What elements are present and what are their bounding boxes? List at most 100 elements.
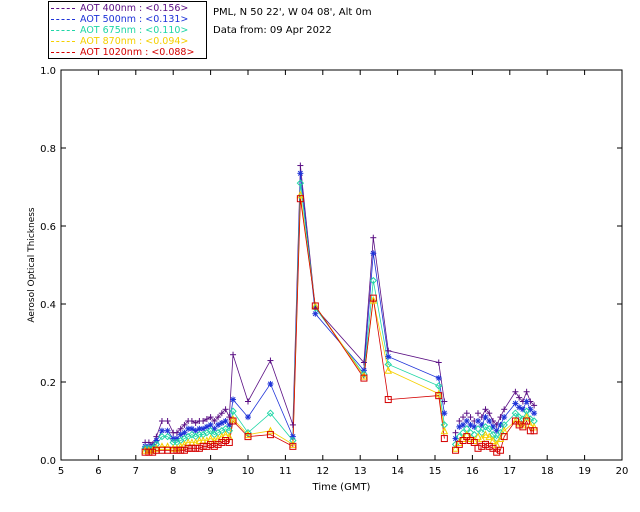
data-point: [244, 433, 252, 441]
square: [470, 438, 478, 446]
star-d2: [267, 381, 273, 387]
star-d2: [436, 375, 442, 381]
star-d2: [297, 170, 303, 176]
square: [360, 374, 368, 382]
triangle: [289, 440, 297, 448]
data-point: [203, 442, 211, 450]
y-tick-label: 1.0: [40, 66, 56, 77]
legend-swatch-870nm: [51, 41, 75, 42]
data-point: [516, 394, 523, 401]
data-point: [455, 438, 464, 446]
data-point: [158, 442, 166, 450]
data-point: [515, 418, 523, 427]
data-point: [225, 438, 233, 446]
data-point: [463, 433, 471, 441]
triangle: [195, 436, 204, 444]
data-point: [200, 418, 207, 424]
square: [519, 423, 527, 431]
triangle: [141, 446, 149, 454]
data-point: [296, 195, 304, 203]
star-d2: [223, 418, 229, 424]
square: [459, 437, 467, 444]
square: [207, 440, 215, 448]
data-point: [229, 414, 237, 423]
data-point: [177, 446, 185, 454]
data-point: [523, 417, 531, 425]
data-point: [230, 396, 237, 403]
triangle: [466, 434, 475, 443]
data-point: [145, 446, 153, 454]
star-d2: [471, 424, 477, 430]
data-point: [181, 429, 188, 436]
square: [523, 417, 531, 425]
data-point: [485, 425, 493, 433]
data-point: [482, 414, 489, 421]
square: [500, 433, 508, 441]
legend-swatch-500nm: [51, 19, 75, 20]
square: [296, 195, 304, 203]
series-lines: [145, 165, 535, 453]
square: [485, 442, 493, 450]
y-tick-label: 0.8: [40, 144, 56, 155]
star-d2: [497, 422, 504, 428]
data-point: [500, 433, 508, 441]
data-point: [188, 444, 196, 452]
location-info: PML, N 50 22', W 04 08', Alt 0m: [213, 7, 372, 18]
diamond: [266, 409, 275, 417]
square: [141, 448, 149, 456]
data-point: [173, 446, 181, 454]
square: [192, 444, 200, 452]
square: [311, 302, 319, 310]
data-point: [267, 380, 274, 387]
data-point: [266, 409, 275, 417]
triangle: [296, 190, 305, 199]
star-d2: [520, 406, 526, 412]
star-d2: [460, 422, 466, 428]
x-tick-label: 5: [58, 466, 64, 477]
square: [493, 448, 501, 456]
data-point: [369, 294, 377, 302]
data-point: [163, 442, 172, 450]
data-point: [226, 414, 233, 421]
data-point: [441, 410, 448, 417]
star-d2: [524, 398, 530, 405]
data-point: [384, 366, 393, 374]
diamond: [163, 432, 172, 441]
data-point: [149, 448, 157, 456]
data-point: [435, 382, 443, 390]
data-point: [519, 420, 527, 429]
data-point: [192, 444, 200, 452]
data-point: [192, 419, 199, 426]
data-point: [153, 437, 160, 444]
star-d2: [479, 422, 485, 428]
data-point: [489, 436, 497, 444]
triangle: [462, 430, 471, 439]
data-point: [493, 448, 501, 456]
square: [496, 446, 504, 454]
data-point: [460, 414, 467, 421]
series-line: [481, 416, 535, 446]
legend-item-500nm: AOT 500nm : <0.131>: [51, 14, 188, 25]
legend-label-1020nm: AOT 1020nm : <0.088>: [80, 47, 195, 58]
square: [478, 442, 486, 450]
diamond: [435, 382, 443, 390]
data-point: [474, 432, 482, 441]
data-point: [474, 425, 482, 433]
data-point: [218, 438, 226, 446]
data-point: [462, 430, 471, 439]
square: [173, 446, 181, 454]
star-d2: [467, 422, 474, 428]
data-point: [492, 440, 501, 448]
star-d2: [185, 426, 191, 432]
data-point: [369, 295, 378, 304]
data-point: [245, 398, 251, 405]
square: [511, 417, 519, 425]
square: [455, 440, 463, 448]
star-d2: [516, 404, 522, 410]
data-point: [164, 418, 171, 424]
x-tick-label: 20: [616, 466, 629, 477]
data-point: [467, 414, 474, 421]
triangle: [492, 440, 501, 448]
x-tick-label: 9: [207, 466, 213, 477]
triangle: [266, 426, 275, 435]
